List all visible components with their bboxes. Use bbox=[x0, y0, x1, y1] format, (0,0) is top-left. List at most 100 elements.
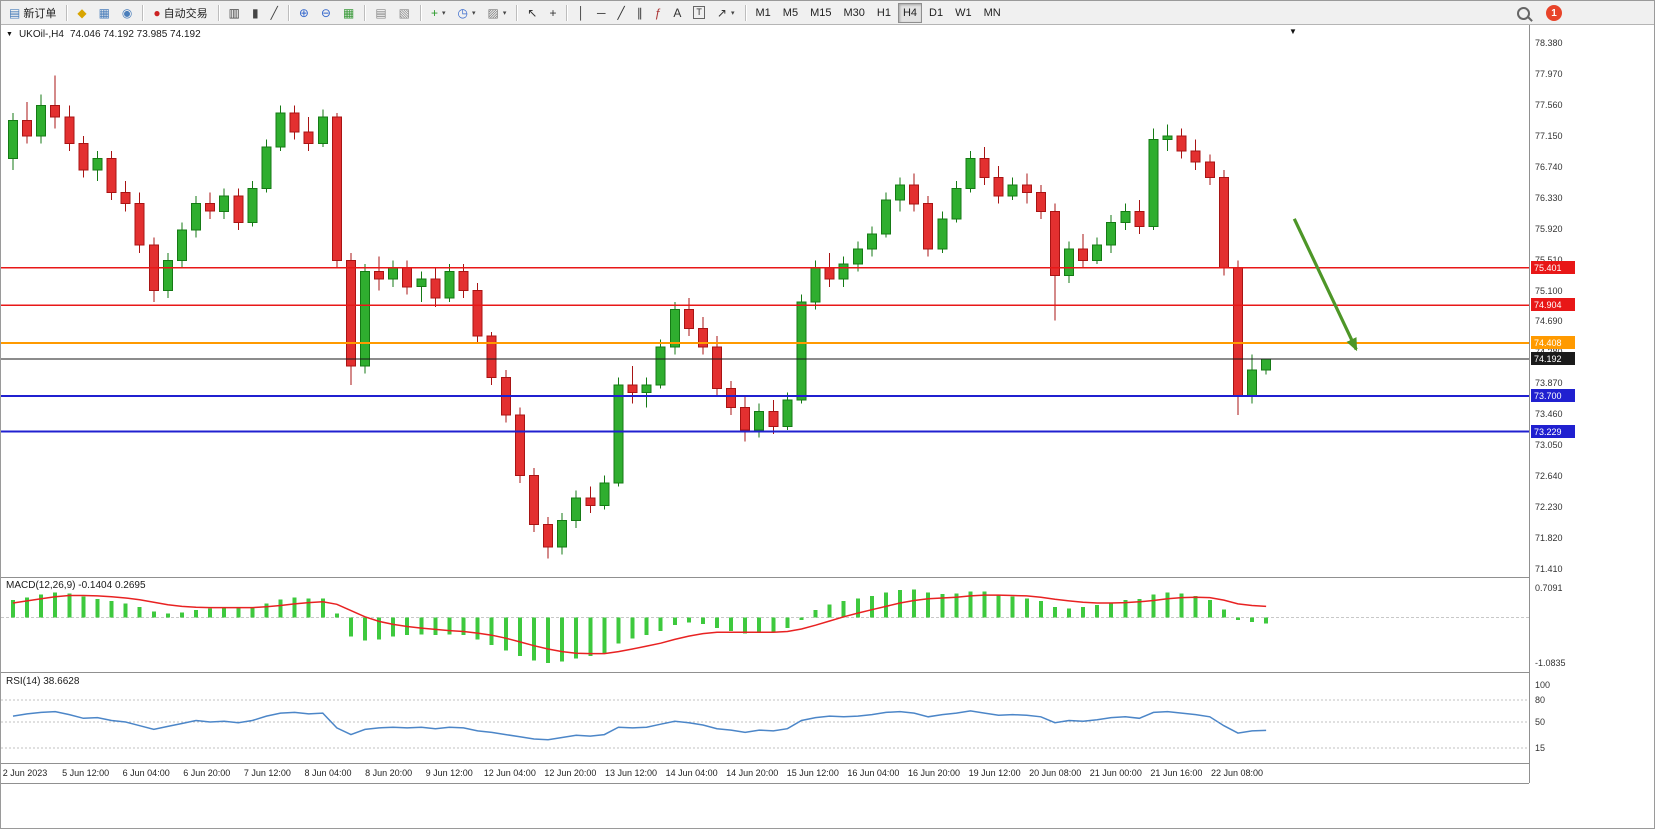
price-axis-label: 72.230 bbox=[1535, 502, 1563, 513]
rsi-axis-label: 80 bbox=[1535, 694, 1546, 705]
price-chart-canvas[interactable] bbox=[1, 25, 1529, 578]
time-axis-label: 14 Jun 20:00 bbox=[726, 768, 779, 778]
time-axis-label: 5 Jun 12:00 bbox=[62, 768, 110, 778]
time-axis-label: 21 Jun 16:00 bbox=[1150, 768, 1203, 778]
tile-windows-button[interactable]: ▦ bbox=[338, 3, 359, 23]
trendline-button[interactable]: ╱ bbox=[612, 3, 629, 23]
timeframe-d1-button[interactable]: D1 bbox=[924, 3, 948, 23]
vertical-line-button[interactable]: │ bbox=[572, 3, 590, 23]
time-axis-label: 2 Jun 2023 bbox=[2, 768, 48, 778]
text-icon: A bbox=[673, 5, 682, 20]
price-axis-label: 74.690 bbox=[1535, 316, 1563, 327]
charts-icon: ▦ bbox=[98, 5, 110, 20]
rsi-axis-label: 50 bbox=[1535, 717, 1546, 727]
fibonacci-button[interactable]: ƒ bbox=[650, 3, 667, 23]
crosshair-button[interactable]: + bbox=[544, 3, 561, 23]
channel-button[interactable]: ∥ bbox=[632, 3, 648, 23]
candlestick-chart-button[interactable]: ▮ bbox=[247, 3, 264, 23]
cascade-windows-button[interactable]: ▧ bbox=[394, 3, 415, 23]
template-button[interactable]: ▨ ▾ bbox=[483, 3, 512, 23]
notification-badge[interactable]: 1 bbox=[1546, 5, 1562, 21]
timeframe-w1-button-label: W1 bbox=[955, 6, 972, 19]
price-axis-label: 75.100 bbox=[1535, 285, 1563, 296]
horizontal-line-button[interactable]: ─ bbox=[592, 3, 611, 23]
macd-splitter[interactable] bbox=[1, 577, 1529, 578]
toolbar-groups: ▤ 新订单 ◆ ▦ ◉ ● 自动交易 ▥ ▮ ╱ ⊕ ⊖ ▦ ▤ ▧ + ▾ ◷ ▾ ▨ ▾ ↖ + │ ─ ╱ ∥ ƒ A T ↗ ▾ M1 M… bbox=[3, 1, 1007, 24]
toolbar-right: 1 bbox=[1511, 1, 1562, 25]
new-order-button[interactable]: ▤ 新订单 bbox=[4, 3, 61, 23]
time-axis[interactable]: 2 Jun 2023 5 Jun 12:00 6 Jun 04:00 6 Jun 20… bbox=[1, 763, 1529, 784]
auto-trading-button-label: 自动交易 bbox=[163, 7, 208, 20]
auto-scroll-icon[interactable]: ▼ bbox=[1289, 27, 1297, 36]
timeframe-m15-button[interactable]: M15 bbox=[805, 3, 836, 23]
profile-icon: ◆ bbox=[77, 5, 87, 20]
timeframe-d1-button-label: D1 bbox=[929, 6, 944, 19]
search-button[interactable] bbox=[1512, 3, 1535, 23]
text-button[interactable]: A bbox=[668, 3, 686, 23]
timeframe-h1-button[interactable]: H1 bbox=[872, 3, 896, 23]
symbol-dropdown-icon[interactable]: ▼ bbox=[6, 31, 13, 38]
toolbar-separator bbox=[516, 4, 518, 21]
price-axis-label: 73.870 bbox=[1535, 378, 1563, 389]
time-axis-label: 9 Jun 12:00 bbox=[425, 768, 473, 778]
dropdown-caret-icon: ▾ bbox=[730, 9, 735, 17]
arrange-windows-button[interactable]: ▤ bbox=[370, 3, 391, 23]
macd-canvas[interactable] bbox=[1, 578, 1529, 673]
cursor-button[interactable]: ↖ bbox=[522, 3, 542, 23]
text-label-button[interactable]: T bbox=[688, 3, 710, 23]
rsi-splitter[interactable] bbox=[1, 672, 1529, 673]
tile-windows-icon: ▦ bbox=[342, 5, 355, 20]
market-watch-button[interactable]: ◉ bbox=[117, 3, 137, 23]
time-axis-label: 13 Jun 12:00 bbox=[604, 768, 658, 778]
time-axis-label: 22 Jun 08:00 bbox=[1210, 768, 1264, 778]
zoom-out-button[interactable]: ⊖ bbox=[316, 3, 336, 23]
price-tag: 74.192 bbox=[1531, 352, 1575, 366]
price-tag: 73.700 bbox=[1531, 389, 1575, 403]
vertical-line-icon: │ bbox=[577, 5, 585, 20]
time-axis-label: 16 Jun 04:00 bbox=[847, 768, 900, 778]
price-tag: 74.904 bbox=[1531, 298, 1575, 312]
line-chart-button[interactable]: ╱ bbox=[266, 3, 283, 23]
dropdown-caret-icon: ▾ bbox=[472, 9, 476, 17]
time-axis-label: 20 Jun 08:00 bbox=[1029, 768, 1082, 778]
price-tag: 74.408 bbox=[1531, 335, 1575, 349]
time-axis-label: 8 Jun 04:00 bbox=[304, 768, 352, 778]
timeframe-m15-button-label: M15 bbox=[810, 6, 832, 19]
timeframe-h4-button[interactable]: H4 bbox=[897, 2, 922, 23]
time-axis-label: 7 Jun 12:00 bbox=[243, 768, 291, 778]
time-axis-label: 8 Jun 20:00 bbox=[365, 768, 413, 778]
time-axis-label: 15 Jun 12:00 bbox=[786, 768, 839, 778]
price-axis[interactable]: 78.380 77.970 77.560 77.150 76.740 76.330 75.9… bbox=[1529, 25, 1654, 783]
auto-trading-button[interactable]: ● 自动交易 bbox=[148, 3, 212, 23]
toolbar-separator bbox=[744, 4, 746, 21]
trendline-icon: ╱ bbox=[617, 5, 625, 20]
price-axis-label: 72.640 bbox=[1535, 471, 1563, 482]
rsi-header: RSI(14) 38.6628 bbox=[6, 676, 79, 687]
rsi-label: RSI(14) 38.6628 bbox=[6, 676, 80, 687]
profile-button[interactable]: ◆ bbox=[72, 3, 91, 23]
timeframe-m1-button-label: M1 bbox=[755, 6, 771, 19]
arrows-button[interactable]: ↗ ▾ bbox=[712, 3, 740, 23]
zoom-in-icon: ⊕ bbox=[298, 5, 309, 20]
crosshair-icon: + bbox=[549, 5, 557, 20]
timeframe-m30-button[interactable]: M30 bbox=[838, 3, 869, 23]
rsi-axis-label: 15 bbox=[1535, 742, 1546, 753]
bar-chart-button[interactable]: ▥ bbox=[224, 3, 245, 23]
text-label-icon: T bbox=[693, 6, 705, 19]
market-watch-icon: ◉ bbox=[121, 5, 133, 20]
timeframe-m5-button[interactable]: M5 bbox=[778, 3, 803, 23]
timeframe-mn-button[interactable]: MN bbox=[979, 3, 1006, 23]
timeframe-h1-button-label: H1 bbox=[876, 6, 891, 19]
timeframe-w1-button[interactable]: W1 bbox=[950, 3, 977, 23]
dropdown-caret-icon: ▾ bbox=[502, 9, 507, 17]
fibonacci-icon: ƒ bbox=[654, 5, 662, 20]
timeframe-m1-button[interactable]: M1 bbox=[751, 3, 776, 23]
charts-button[interactable]: ▦ bbox=[94, 3, 115, 23]
price-axis-label: 73.460 bbox=[1535, 409, 1563, 420]
add-indicator-button[interactable]: + ▾ bbox=[426, 3, 451, 23]
rsi-canvas[interactable] bbox=[1, 673, 1529, 762]
zoom-in-button[interactable]: ⊕ bbox=[294, 3, 314, 23]
period-button[interactable]: ◷ ▾ bbox=[453, 3, 481, 23]
auto-trading-icon: ● bbox=[153, 5, 161, 20]
